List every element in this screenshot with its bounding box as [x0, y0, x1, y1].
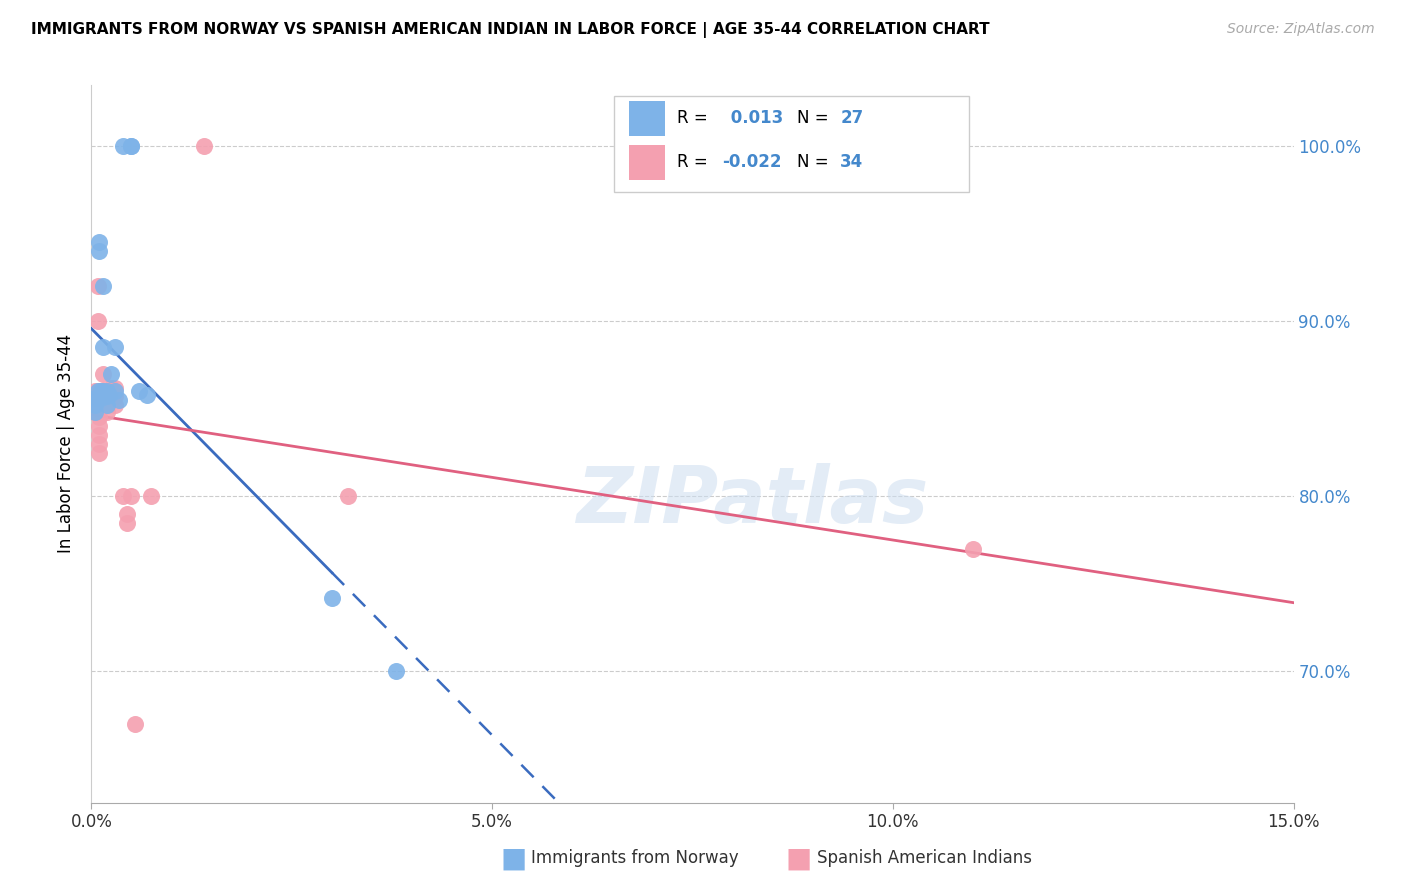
- Point: [104, 389, 127, 403]
- Point: [321, 591, 343, 605]
- Point: [104, 384, 127, 399]
- Point: [112, 139, 135, 153]
- Text: ■: ■: [786, 844, 811, 872]
- Point: [93, 384, 115, 399]
- Point: [96, 398, 118, 412]
- Point: [112, 489, 135, 503]
- Text: N =: N =: [797, 110, 834, 128]
- Point: [121, 489, 143, 503]
- Point: [89, 437, 111, 451]
- Point: [96, 389, 118, 403]
- Point: [121, 139, 143, 153]
- Point: [93, 341, 115, 355]
- Point: [84, 405, 107, 419]
- Point: [98, 388, 121, 402]
- Point: [89, 401, 111, 416]
- Point: [96, 398, 118, 412]
- Point: [96, 391, 118, 405]
- Text: R =: R =: [676, 110, 713, 128]
- Point: [89, 384, 111, 399]
- Point: [96, 384, 118, 399]
- Text: 0.013: 0.013: [725, 110, 783, 128]
- Point: [89, 410, 111, 425]
- Point: [87, 391, 110, 405]
- Point: [89, 392, 111, 407]
- Point: [84, 384, 107, 399]
- Text: Immigrants from Norway: Immigrants from Norway: [531, 849, 740, 867]
- Point: [96, 384, 118, 399]
- Text: 34: 34: [841, 153, 863, 171]
- Point: [117, 507, 139, 521]
- Text: N =: N =: [797, 153, 834, 171]
- Point: [84, 391, 107, 405]
- Point: [100, 381, 122, 395]
- Point: [108, 392, 131, 407]
- Point: [89, 419, 111, 434]
- Point: [141, 489, 163, 503]
- Point: [93, 279, 115, 293]
- FancyBboxPatch shape: [628, 145, 665, 179]
- Point: [84, 398, 107, 412]
- Point: [385, 665, 408, 679]
- Point: [336, 489, 359, 503]
- Point: [128, 384, 150, 399]
- FancyBboxPatch shape: [628, 102, 665, 136]
- Point: [962, 541, 984, 556]
- Point: [89, 235, 111, 250]
- Point: [121, 139, 143, 153]
- Point: [90, 391, 112, 405]
- Text: 27: 27: [841, 110, 863, 128]
- Point: [87, 279, 110, 293]
- Text: Source: ZipAtlas.com: Source: ZipAtlas.com: [1227, 22, 1375, 37]
- Point: [84, 398, 107, 412]
- Text: IMMIGRANTS FROM NORWAY VS SPANISH AMERICAN INDIAN IN LABOR FORCE | AGE 35-44 COR: IMMIGRANTS FROM NORWAY VS SPANISH AMERIC…: [31, 22, 990, 38]
- Point: [124, 717, 146, 731]
- Point: [93, 384, 115, 399]
- Point: [104, 398, 127, 412]
- FancyBboxPatch shape: [614, 95, 969, 193]
- Y-axis label: In Labor Force | Age 35-44: In Labor Force | Age 35-44: [58, 334, 76, 553]
- Text: R =: R =: [676, 153, 713, 171]
- Point: [93, 367, 115, 381]
- Point: [100, 367, 122, 381]
- Point: [117, 516, 139, 530]
- Point: [193, 139, 215, 153]
- Point: [89, 445, 111, 459]
- Text: ■: ■: [501, 844, 526, 872]
- Text: ZIPatlas: ZIPatlas: [576, 463, 929, 540]
- Point: [84, 405, 107, 419]
- Point: [104, 381, 127, 395]
- Point: [96, 405, 118, 419]
- Text: -0.022: -0.022: [723, 153, 782, 171]
- Point: [90, 384, 112, 399]
- Point: [93, 392, 115, 407]
- Point: [89, 428, 111, 442]
- Point: [84, 391, 107, 405]
- Point: [89, 244, 111, 259]
- Point: [87, 314, 110, 328]
- Text: Spanish American Indians: Spanish American Indians: [817, 849, 1032, 867]
- Point: [136, 388, 159, 402]
- Point: [104, 341, 127, 355]
- Point: [87, 384, 110, 399]
